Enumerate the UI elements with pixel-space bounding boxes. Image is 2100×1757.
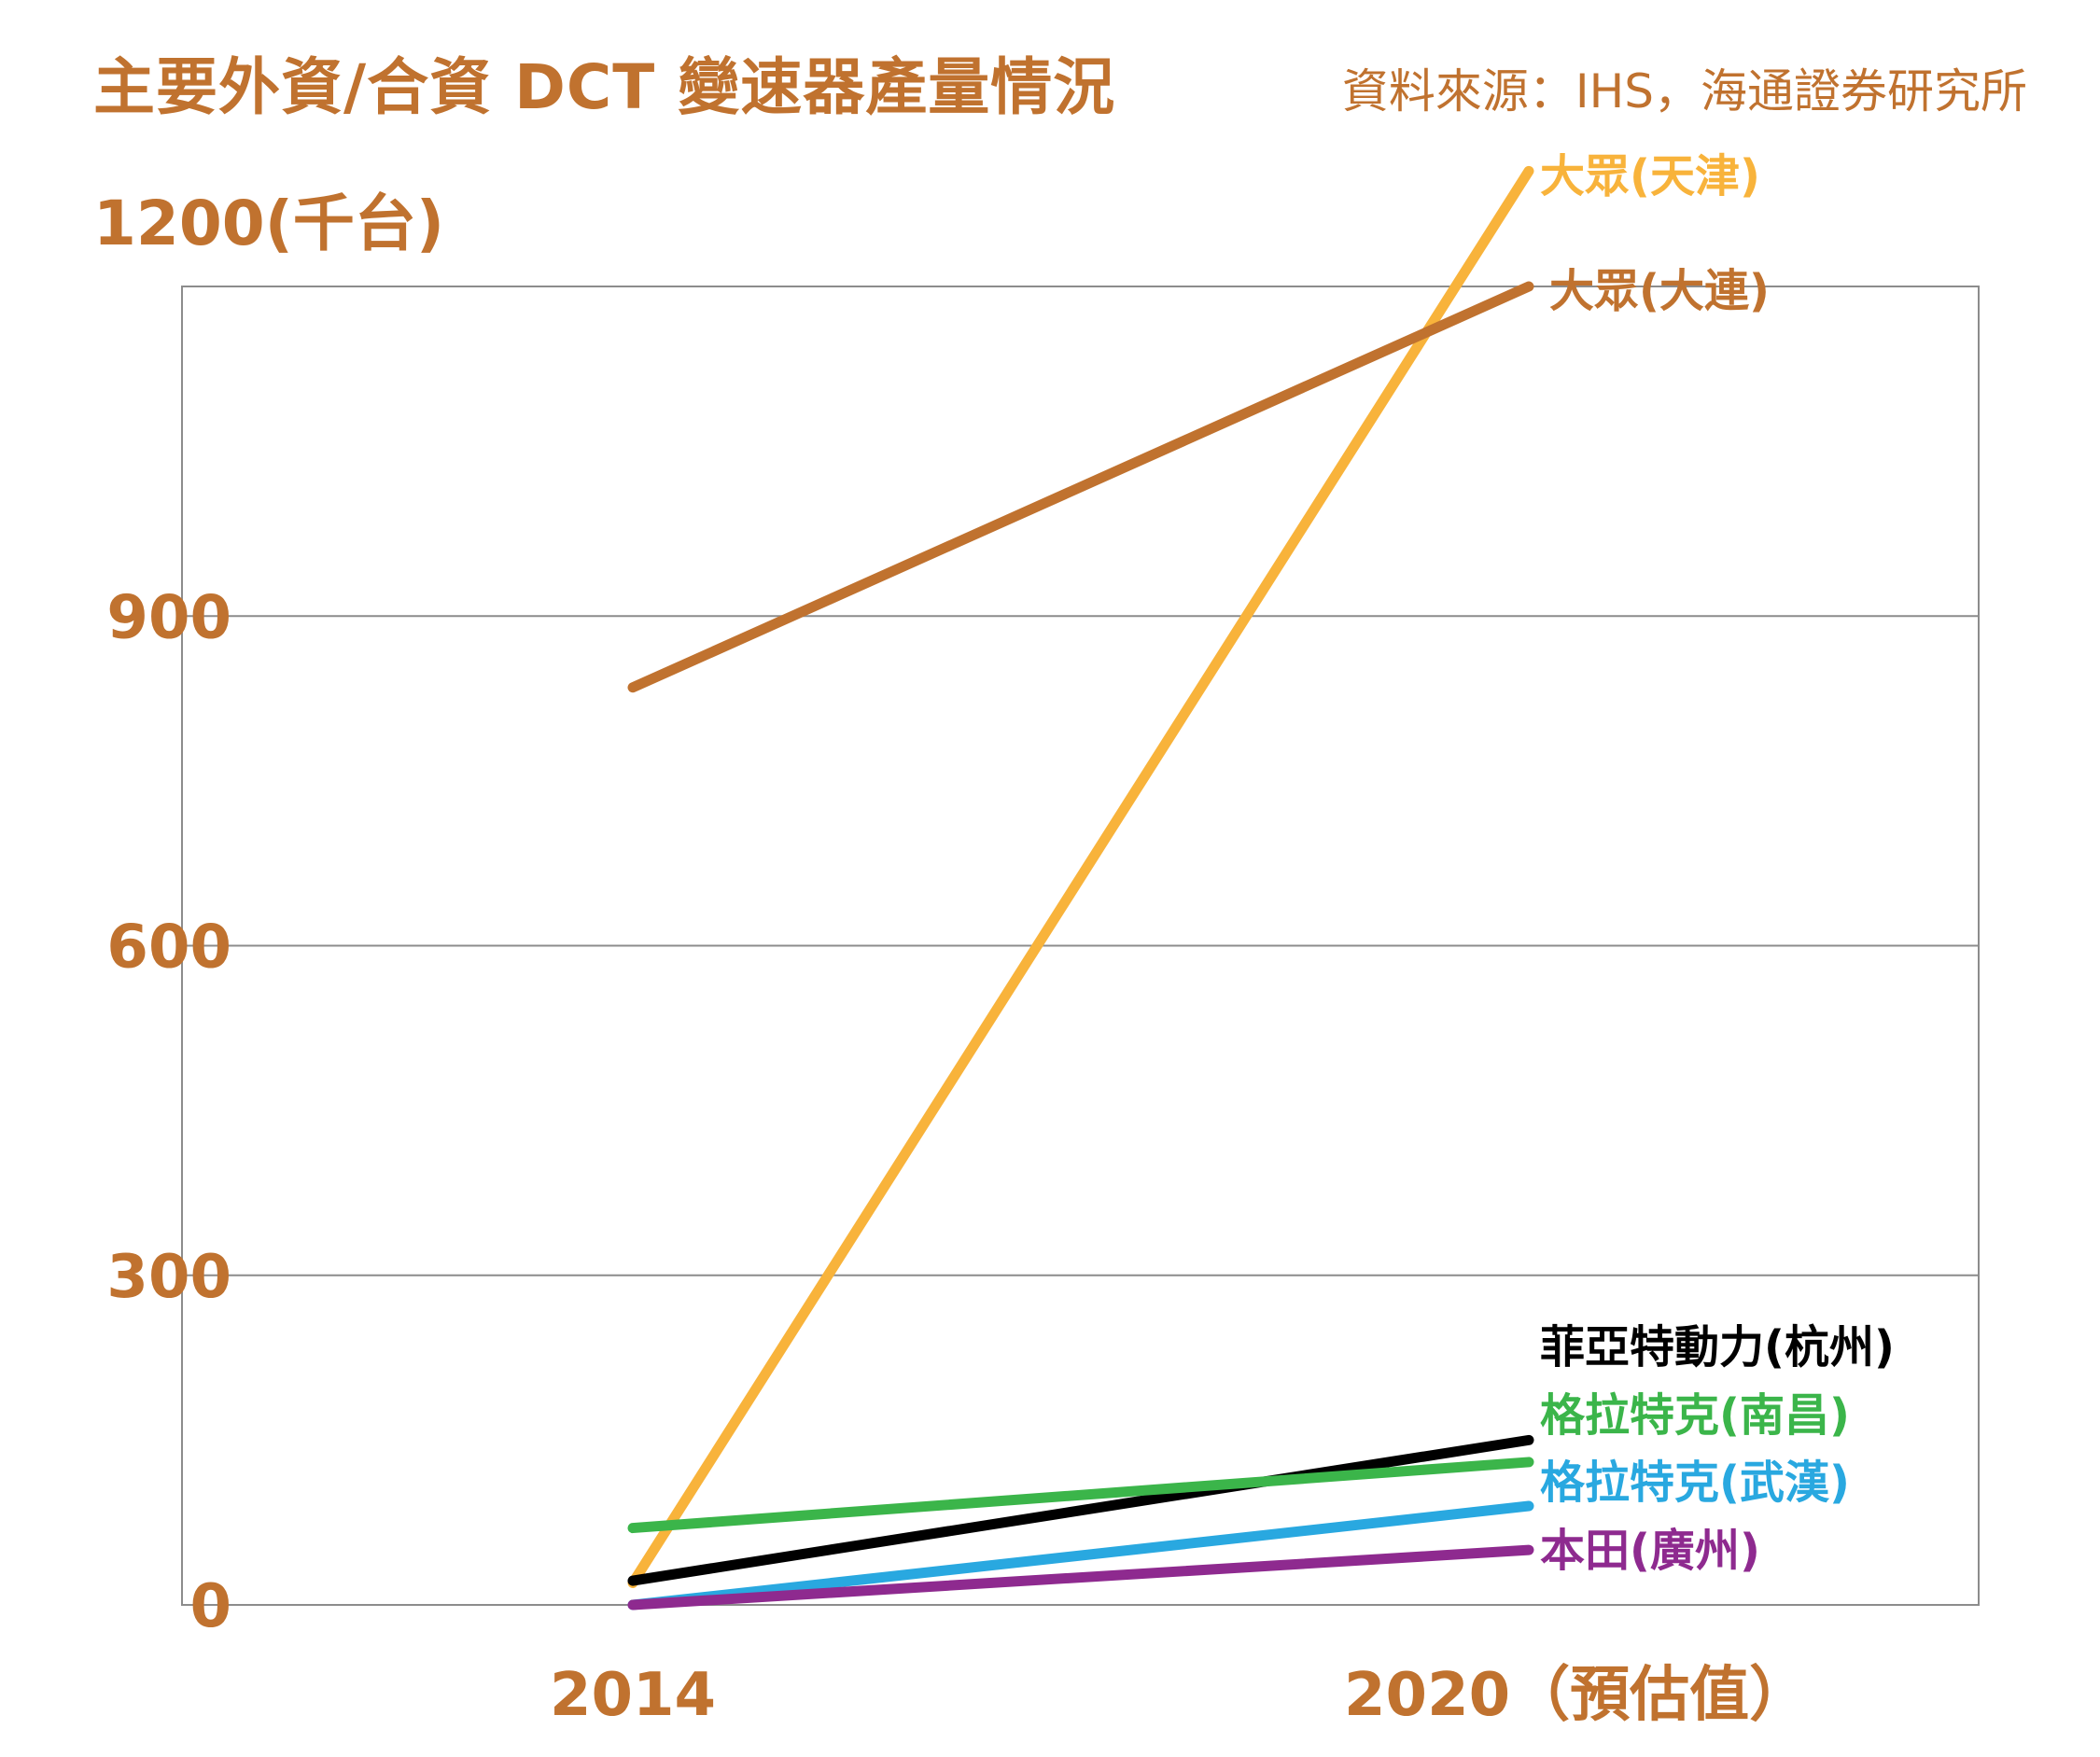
series-label: 本田(廣州)	[1540, 1525, 1760, 1577]
series-line	[627, 165, 1534, 1588]
series-label: 格拉特克(南昌)	[1540, 1389, 1850, 1442]
x-tick-labels: 2014 2020（預估值）	[550, 1661, 1809, 1730]
y-tick-label: 900	[106, 583, 231, 652]
series-line	[627, 1434, 1534, 1586]
y-tick-label: 0	[189, 1572, 231, 1641]
chart-title: 主要外資/合資 DCT 變速器產量情況	[93, 51, 1116, 123]
x-tick-label: 2020（預估值）	[1344, 1661, 1809, 1730]
y-tick-label: 1200(千台)	[93, 188, 444, 259]
series-label: 大眾(大連)	[1549, 265, 1770, 317]
series-line	[627, 1500, 1534, 1611]
x-tick-label: 2014	[550, 1661, 716, 1730]
y-tick-labels: 0 300 600 900 1200(千台)	[93, 188, 444, 1641]
series-label: 菲亞特動力(杭州)	[1540, 1321, 1895, 1374]
series-label: 大眾(天津)	[1540, 150, 1760, 202]
series-labels: 大眾(天津) 大眾(大連) 菲亞特動力(杭州) 格拉特克(南昌) 格拉特克(武漢) 本田(…	[1540, 150, 1895, 1577]
series-line	[627, 1544, 1534, 1611]
y-tick-label: 600	[106, 913, 231, 983]
series-label: 格拉特克(武漢)	[1540, 1457, 1850, 1509]
series-line	[627, 1457, 1534, 1534]
source-note: 資料來源：IHS，海通證券研究所	[1341, 64, 2027, 119]
y-tick-label: 300	[106, 1243, 231, 1312]
series-line	[627, 281, 1534, 693]
series-lines	[627, 165, 1534, 1611]
gridlines	[181, 286, 1980, 1606]
